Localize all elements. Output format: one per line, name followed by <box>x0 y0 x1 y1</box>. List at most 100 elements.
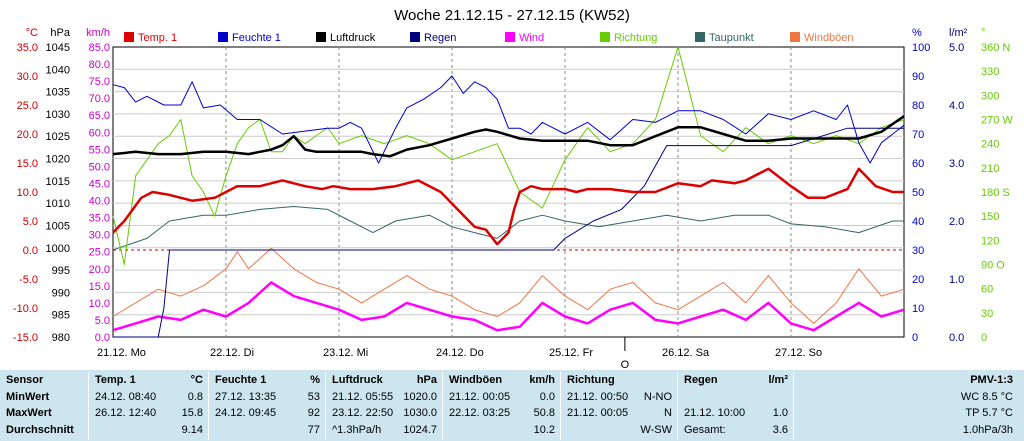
stats-value: 1.0 <box>772 407 788 419</box>
left-axis-tick: 80.0 <box>89 59 110 71</box>
left-axis-tick: 45.0 <box>89 178 110 190</box>
stats-row: 21.12. 00:50 N-NO <box>561 389 678 406</box>
stats-header-unit: hPa <box>416 374 437 386</box>
left-axis-tick: 25.0 <box>17 100 38 112</box>
x-axis-label: 26.12. Sa <box>662 347 710 359</box>
stats-row: 21.12. 05:55 1020.0 <box>326 389 443 406</box>
left-axis-tick: 65.0 <box>89 110 110 122</box>
plot-frame <box>112 46 905 338</box>
legend-swatch <box>218 32 228 42</box>
stats-row: 27.12. 13:35 53 <box>209 389 326 406</box>
stats-row <box>678 389 794 406</box>
stats-header: Sensor <box>0 372 88 389</box>
right-axis-tick: 240 <box>981 139 999 151</box>
stats-header-label: Luftdruck <box>332 374 383 386</box>
x-axis-label: 27.12. So <box>775 347 822 359</box>
left-axis-unit: °C <box>26 27 38 39</box>
stats-value: 3.6 <box>772 423 788 436</box>
stats-header: Windböen km/h <box>443 372 561 389</box>
left-axis-tick: 20.0 <box>17 129 38 141</box>
stats-row: 1.0hPa/3h <box>794 422 1024 439</box>
left-axis-tick: 30.0 <box>17 71 38 83</box>
left-axis-tick: 0.0 <box>23 245 38 257</box>
stats-time: 21.12. 05:55 <box>332 390 394 403</box>
stats-column: Richtung 21.12. 00:50 N-NO 21.12. 00:05 N W-S… <box>560 372 678 440</box>
right-axis-tick: 150 <box>981 211 999 223</box>
stats-row: 26.12. 12:40 15.8 <box>89 405 209 422</box>
stats-row: 22.12. 03:25 50.8 <box>443 405 561 422</box>
legend-swatch <box>124 32 134 42</box>
stats-header: Luftdruck hPa <box>326 372 443 389</box>
stats-time: 21.12. 00:05 <box>567 407 629 419</box>
stats-row: 77 <box>209 422 326 439</box>
left-axis-tick: 15.0 <box>17 158 38 170</box>
left-axis-unit: km/h <box>86 27 110 39</box>
stats-header: PMV-1:3 <box>794 372 1024 389</box>
series-line-richtung <box>112 46 905 265</box>
stats-time: 24.12. 08:40 <box>95 390 157 403</box>
left-axis-tick: 85.0 <box>89 42 110 54</box>
stats-row: 10.2 <box>443 422 561 439</box>
stats-value: N <box>664 407 672 419</box>
marker-label: O <box>621 359 630 370</box>
left-axis-tick: 30.0 <box>89 230 110 242</box>
stats-time: 26.12. 12:40 <box>95 407 157 419</box>
x-axis-label: 25.12. Fr <box>549 347 593 359</box>
legend-label: Taupunkt <box>709 32 754 44</box>
stats-column: Feuchte 1% 27.12. 13:35 53 24.12. 09:45 92 77 <box>208 372 326 440</box>
left-axis-tick: 75.0 <box>89 76 110 88</box>
stats-time: 21.12. 00:05 <box>449 390 511 403</box>
right-axis-tick: 0 <box>981 332 987 344</box>
right-axis-tick: 100 <box>912 42 930 54</box>
left-axis-tick: 15.0 <box>89 281 110 293</box>
legend-label: Regen <box>424 32 456 44</box>
left-axis-tick: 995 <box>52 265 70 277</box>
stats-value: 1030.0 <box>403 407 437 419</box>
stats-value: W-SW <box>640 423 672 436</box>
series-line-luftdruck <box>112 115 905 158</box>
left-axis-tick: 1015 <box>46 176 70 188</box>
chart-title: Woche 21.12.15 - 27.12.15 (KW52) <box>394 7 630 24</box>
stats-header-label: Temp. 1 <box>95 374 136 386</box>
right-axis-tick: 30 <box>981 308 993 320</box>
legend-label: Richtung <box>614 32 657 44</box>
stats-row: 21.12. 00:05 0.0 <box>443 389 561 406</box>
left-axis-tick: 5.0 <box>95 315 110 327</box>
legend-label: Feuchte 1 <box>232 32 281 44</box>
legend-swatch <box>600 32 610 42</box>
stats-column: Temp. 1 °C 24.12. 08:40 0.8 26.12. 12:40 15.8… <box>88 372 209 440</box>
x-axis-label: 22.12. Di <box>210 347 254 359</box>
right-axis-tick: 180 S <box>981 187 1010 199</box>
stats-value: 50.8 <box>533 407 555 419</box>
stats-row: 24.12. 09:45 92 <box>209 405 326 422</box>
left-axis-tick: 10.0 <box>17 187 38 199</box>
left-axis-tick: 5.0 <box>23 216 38 228</box>
left-axis-tick: 70.0 <box>89 93 110 105</box>
stats-row: 23.12. 22:50 1030.0 <box>326 405 443 422</box>
stats-value: N-NO <box>643 390 672 403</box>
right-axis-tick: 10 <box>912 303 924 315</box>
stats-header: Richtung <box>561 372 678 389</box>
stats-value: 0.0 <box>539 390 555 403</box>
stats-column: Regen l/m² 21.12. 10:00 1.0 Gesamt: 3.6 <box>677 372 794 440</box>
right-axis-tick: 3.0 <box>949 158 964 170</box>
stats-row: ^1.3hPa/h 1024.7 <box>326 422 443 439</box>
right-axis-tick: 1.0 <box>949 274 964 286</box>
stats-header-label: PMV-1:3 <box>970 374 1013 386</box>
chart-axes: °C 35.0 30.0 25.0 20.0 15.0 10.0 5.0 0.0 -5.0 -10.… <box>13 27 1013 344</box>
stats-row: Durchschnitt <box>0 422 88 439</box>
x-axis-label: 24.12. Do <box>436 347 484 359</box>
stats-header-label: Windböen <box>449 374 503 386</box>
stats-row: 9.14 <box>89 422 209 439</box>
left-axis-tick: 0.0 <box>95 332 110 344</box>
left-axis-tick: 10.0 <box>89 298 110 310</box>
left-axis-tick: -15.0 <box>13 332 38 344</box>
right-axis-tick: 4.0 <box>949 100 964 112</box>
stats-column: PMV-1:3 WC 8.5 °C TP 5.7 °C 1.0hPa/3h <box>793 372 1024 440</box>
right-axis-tick: 5.0 <box>949 42 964 54</box>
stats-header-label: Sensor <box>6 374 44 386</box>
right-axis-tick: 120 <box>981 235 999 247</box>
series-line-temp-1 <box>112 167 904 246</box>
stats-row: W-SW <box>561 422 678 439</box>
stats-time: 23.12. 22:50 <box>332 407 394 419</box>
